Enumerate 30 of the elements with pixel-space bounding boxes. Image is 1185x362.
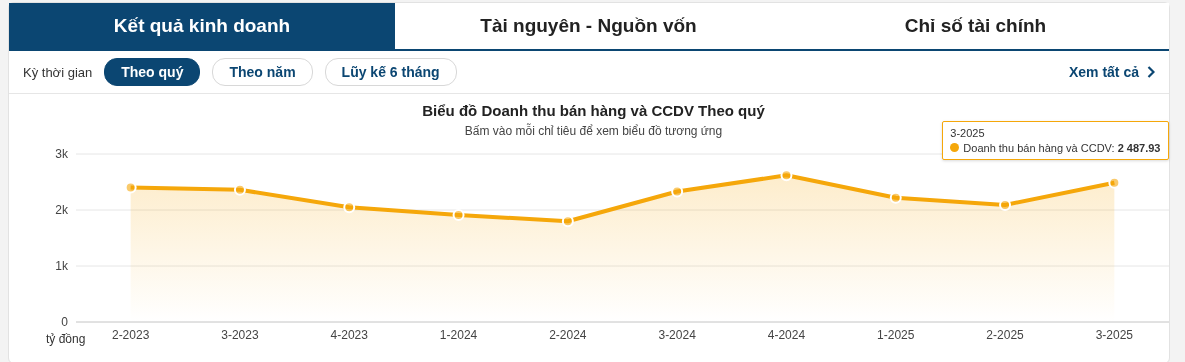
text: Xem tất cả: [1068, 64, 1140, 80]
x-tick-label: 2-2024: [549, 327, 587, 342]
text: Lũy kế 6 tháng: [324, 58, 457, 86]
legend-label: Doanh thu bán hàng và CCDV: [963, 141, 1112, 154]
text: Kỳ thời gian: [23, 64, 93, 80]
x-tick-label: 4-2023: [330, 327, 369, 342]
chart-subtitle: Bấm vào mỗi chỉ tiêu để xem biểu đồ tương ứng: [464, 124, 723, 138]
text: Kết quả kinh doanh: [9, 3, 395, 49]
x-tick-label: 3-2023: [221, 327, 259, 342]
text: Theo năm: [212, 58, 313, 86]
text: Theo quý: [104, 58, 201, 86]
x-tick-label: 3-2025: [1095, 327, 1134, 342]
text: :: [1111, 141, 1115, 154]
x-tick-label: 4-2024: [767, 327, 806, 342]
x-tick-label: 1-2025: [877, 327, 915, 342]
x-tick-label: 3-2024: [658, 327, 697, 342]
chart-title: Biểu đồ Doanh thu bán hàng và CCDV Theo quý: [421, 102, 766, 119]
data-label: 2 487.93: [1117, 141, 1161, 154]
x-tick-label: 1-2024: [439, 327, 478, 342]
text: Tài nguyên - Nguồn vốn: [395, 3, 782, 49]
x-tick-label: 2-2023: [111, 327, 150, 342]
y-axis-title: tỷ đồng: [46, 332, 86, 346]
point: [452, 209, 465, 222]
y-tick-label: 0: [61, 315, 69, 330]
x-tick-label: 2-2025: [986, 327, 1025, 342]
y-tick-label: 3k: [55, 147, 69, 162]
text: Chỉ số tài chính: [782, 3, 1169, 49]
y-tick-label: 1k: [55, 259, 69, 274]
y-tick-label: 2k: [55, 203, 69, 218]
category-label: 3-2025: [950, 126, 985, 139]
